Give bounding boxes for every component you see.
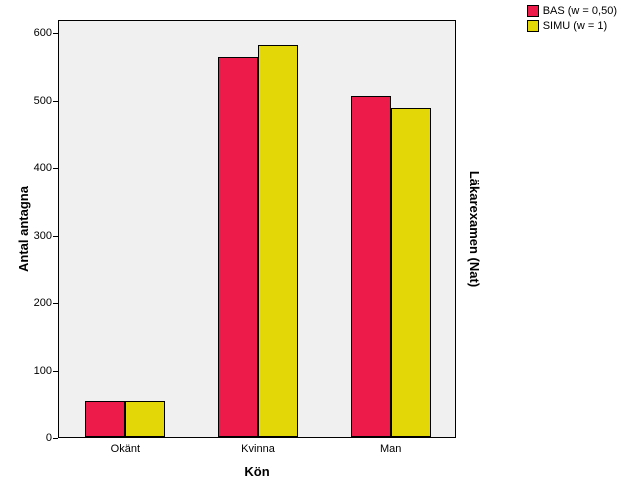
y-tick-mark — [53, 33, 58, 34]
y-tick-label: 400 — [22, 162, 52, 174]
x-axis-title: Kön — [244, 464, 269, 479]
bar-simu-1 — [258, 45, 298, 437]
x-tick-label: Kvinna — [241, 443, 275, 455]
bar-bas-2 — [351, 96, 391, 437]
y-tick-label: 300 — [22, 230, 52, 242]
legend-swatch-simu — [527, 20, 539, 32]
y-tick-mark — [53, 236, 58, 237]
y-tick-mark — [53, 101, 58, 102]
legend-item-simu: SIMU (w = 1) — [527, 19, 617, 33]
y-tick-label: 0 — [22, 432, 52, 444]
plot-area: Kön OkäntKvinnaMan — [58, 20, 456, 438]
legend-swatch-bas — [527, 5, 539, 17]
legend-label-bas: BAS (w = 0,50) — [543, 4, 617, 18]
y-tick-label: 600 — [22, 27, 52, 39]
y-tick-mark — [53, 371, 58, 372]
y-tick-mark — [53, 168, 58, 169]
y-tick-label: 200 — [22, 297, 52, 309]
legend-label-simu: SIMU (w = 1) — [543, 19, 607, 33]
legend-item-bas: BAS (w = 0,50) — [527, 4, 617, 18]
legend: BAS (w = 0,50) SIMU (w = 1) — [527, 4, 617, 34]
y-tick-mark — [53, 303, 58, 304]
bar-bas-1 — [218, 57, 258, 437]
y-tick-label: 100 — [22, 365, 52, 377]
bar-simu-0 — [125, 401, 165, 437]
x-tick-label: Man — [380, 443, 401, 455]
right-axis-title: Läkarexamen (Nat) — [467, 171, 482, 287]
y-tick-mark — [53, 438, 58, 439]
bar-bas-0 — [85, 401, 125, 437]
y-tick-label: 500 — [22, 95, 52, 107]
x-tick-label: Okänt — [111, 443, 140, 455]
chart-container: { "chart": { "type": "bar", "background_… — [0, 0, 625, 500]
bar-simu-2 — [391, 108, 431, 437]
